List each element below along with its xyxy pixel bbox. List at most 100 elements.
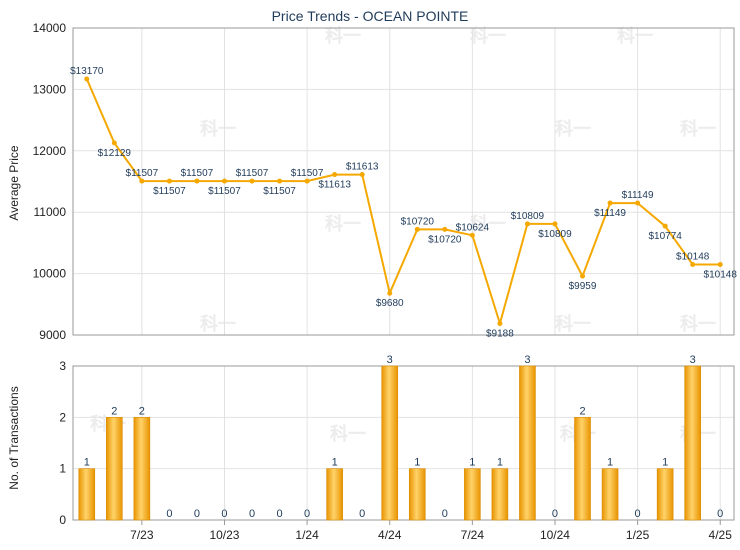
transaction-bar [381,365,399,521]
price-data-label: $11507 [153,186,186,197]
x-tick-label: 7/24 [461,528,485,542]
price-data-label: $12129 [98,148,132,159]
price-data-label: $11507 [181,168,214,179]
transactions-tick-label: 3 [59,359,66,373]
transaction-count-label: 0 [249,508,255,520]
transaction-count-label: 0 [304,508,310,520]
price-axis-title: Average Price [7,145,21,220]
transaction-bar [656,468,674,521]
price-plot-frame [72,27,735,336]
transactions-axis-title: No. of Transactions [7,386,21,489]
price-data-label: $10774 [648,231,682,242]
price-data-label: $13170 [70,66,104,77]
watermark: 科一 [325,213,361,234]
price-point [166,178,172,184]
price-data-label: $11507 [236,168,269,179]
transaction-bar [519,365,536,521]
watermark: 科一 [325,25,361,46]
transaction-count-label: 1 [469,457,475,469]
price-data-label: $9959 [569,281,597,292]
transaction-bar [133,417,151,521]
transaction-bar [464,468,481,521]
x-tick-label: 1/24 [295,528,319,542]
x-tick-label: 4/24 [378,528,402,542]
price-data-label: $11149 [594,208,626,219]
watermark: 科一 [680,313,716,334]
transaction-count-label: 0 [442,508,448,520]
transaction-count-label: 0 [166,508,172,520]
transaction-count-label: 1 [662,457,668,469]
transaction-count-label: 3 [690,354,696,366]
price-point [524,221,530,227]
price-point [469,232,475,238]
price-data-label: $9680 [376,298,404,309]
x-tick-label: 1/25 [626,528,650,542]
watermark: 科一 [470,213,506,234]
transaction-count-label: 1 [84,457,90,469]
price-point [221,178,227,184]
price-point [139,178,145,184]
price-point [387,290,393,296]
transaction-count-label: 2 [111,405,117,417]
watermark: 科一 [680,118,716,139]
transactions-tick-label: 0 [59,513,66,527]
price-point [607,200,613,206]
price-point [84,76,90,82]
price-point [194,178,200,184]
transaction-count-label: 2 [579,405,585,417]
transactions-tick-label: 2 [59,410,66,424]
transaction-count-label: 0 [717,508,723,520]
price-data-label: $10809 [538,229,572,240]
price-point [249,178,255,184]
transaction-bar [408,468,426,521]
transaction-count-label: 3 [387,354,393,366]
watermark: 科一 [470,25,506,46]
price-point [662,223,668,229]
transaction-bar [78,468,96,521]
price-point [635,200,641,206]
price-tick-label: 13000 [33,82,67,96]
price-point [717,262,723,268]
price-data-label: $11613 [346,162,379,173]
price-tick-label: 9000 [39,328,66,342]
watermark: 科一 [200,313,236,334]
transaction-bar [684,365,701,521]
price-point [277,178,283,184]
x-tick-label: 4/25 [709,528,733,542]
price-data-label: $11149 [622,190,654,201]
price-tick-label: 14000 [33,21,67,35]
transaction-bar [106,417,123,521]
transaction-count-label: 0 [552,508,558,520]
price-point [690,262,696,268]
transaction-bar [326,468,343,521]
price-point [442,226,448,232]
price-data-label: $11507 [291,168,324,179]
watermark: 科一 [555,118,591,139]
transaction-bar [491,468,509,521]
x-tick-label: 10/24 [540,528,570,542]
transaction-count-label: 1 [497,457,503,469]
price-series-line [85,78,721,328]
price-data-label: $10148 [676,252,710,263]
price-data-label: $9188 [486,328,514,339]
x-tick-label: 10/23 [209,528,239,542]
price-point [414,226,420,232]
transaction-count-label: 1 [607,457,613,469]
price-tick-label: 11000 [34,205,67,219]
price-point [580,273,586,279]
price-data-label: $11507 [208,186,241,197]
price-data-label: $10809 [511,211,545,222]
transaction-count-label: 1 [414,457,420,469]
transaction-count-label: 0 [359,508,365,520]
price-point [111,140,117,146]
transactions-tick-label: 1 [59,462,66,476]
price-data-label: $10720 [428,234,462,245]
price-data-label: $11507 [126,168,159,179]
watermark: 科一 [617,25,653,46]
price-data-label: $11613 [318,180,351,191]
price-data-label: $10720 [401,216,435,227]
price-point [304,178,310,184]
price-data-label: $10148 [704,270,738,281]
watermark: 科一 [200,118,236,139]
